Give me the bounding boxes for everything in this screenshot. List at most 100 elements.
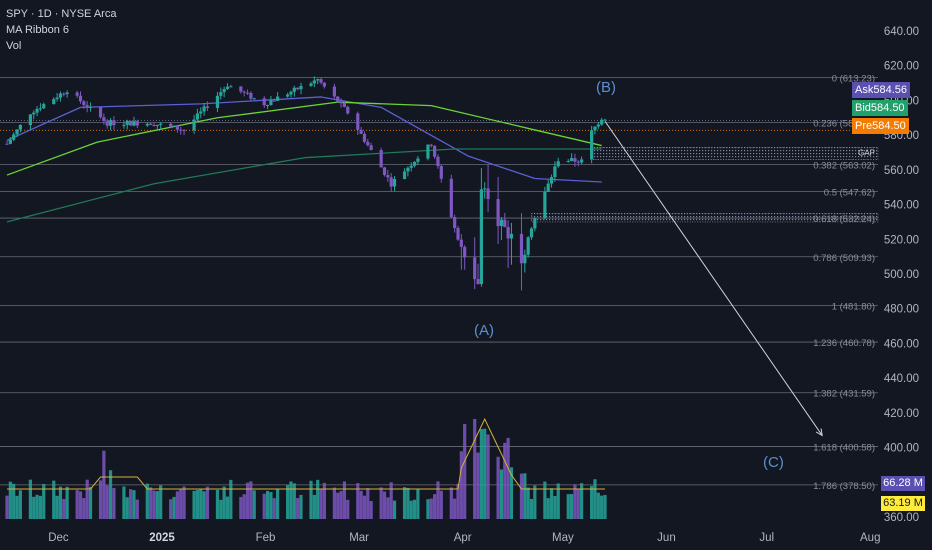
volume-bar xyxy=(102,450,106,519)
candle-body xyxy=(339,102,343,104)
price-tick-label: 520.00 xyxy=(884,234,919,246)
fib-label: 1.382 (431.59) xyxy=(813,389,875,400)
candle-body xyxy=(229,86,233,88)
volume-bar xyxy=(439,490,443,519)
candle-body xyxy=(292,87,296,92)
symbol-title[interactable]: SPY · 1D · NYSE Arca xyxy=(6,8,117,20)
candle-body xyxy=(553,166,557,178)
volume-bar xyxy=(336,492,340,519)
candle-body xyxy=(529,228,534,238)
candle-body xyxy=(576,161,580,163)
candle-body xyxy=(316,79,320,81)
candle-body xyxy=(509,233,514,239)
volume-bar xyxy=(245,482,250,519)
fib-label: 1.786 (378.50) xyxy=(813,481,875,492)
candle-body xyxy=(62,93,66,95)
candle-body xyxy=(182,129,186,131)
volume-bar xyxy=(506,437,510,519)
candle-body xyxy=(296,87,300,90)
volume-bar xyxy=(519,473,524,519)
candle-body xyxy=(85,105,89,108)
candle-body xyxy=(225,86,230,90)
volume-bar xyxy=(219,499,223,519)
candle-body xyxy=(453,217,457,229)
candle-body xyxy=(596,124,600,127)
candle-body xyxy=(463,246,467,258)
candle-body xyxy=(346,106,350,114)
candle-body xyxy=(409,165,413,168)
candle-body xyxy=(105,120,109,126)
candle-body xyxy=(205,106,210,108)
price-tick-label: 560.00 xyxy=(884,165,919,177)
volume-bar xyxy=(319,488,323,519)
time-tick-label: 2025 xyxy=(149,532,175,544)
time-tick-label: Apr xyxy=(454,532,472,544)
candle-body xyxy=(65,92,69,95)
volume-bar xyxy=(379,487,383,519)
volume-bar xyxy=(135,499,139,519)
volume-bar xyxy=(543,481,547,519)
indicator-ma-ribbon[interactable]: MA Ribbon 6 xyxy=(6,24,69,36)
candle-body xyxy=(276,96,280,101)
volume-bar xyxy=(389,482,393,519)
moving-average-ribbon xyxy=(6,96,602,223)
candle-body xyxy=(269,100,273,106)
candle-body xyxy=(192,119,196,131)
volume-bar xyxy=(299,494,303,519)
volume-bar xyxy=(309,480,313,519)
candle-body xyxy=(439,166,443,179)
gap-zone xyxy=(591,146,879,160)
volume-bar xyxy=(149,487,153,519)
time-tick-label: Mar xyxy=(349,532,369,544)
fib-label: 0.382 (563.02) xyxy=(813,161,875,172)
price-tick-label: 620.00 xyxy=(884,61,919,73)
price-tick-label: 460.00 xyxy=(884,338,919,350)
price-tick-label: 440.00 xyxy=(884,373,919,385)
ma-line-ma_fast xyxy=(6,96,602,183)
candle-body xyxy=(38,108,43,110)
time-tick-label: Feb xyxy=(256,532,276,544)
candle-body xyxy=(199,111,203,114)
candle-body xyxy=(35,108,39,113)
volume-bar xyxy=(593,479,597,519)
candle-body xyxy=(429,144,433,146)
volume-bar xyxy=(252,490,256,519)
candle-body xyxy=(366,141,370,146)
wave-label-a: (A) xyxy=(474,322,494,339)
volume-bar xyxy=(75,490,79,519)
volume-bar xyxy=(483,428,487,519)
volume-bar xyxy=(529,498,534,519)
volume-bar xyxy=(509,467,514,519)
candle-body xyxy=(523,254,527,264)
candle-body xyxy=(546,183,550,192)
time-tick-label: Dec xyxy=(48,532,69,544)
price-tick-label: 400.00 xyxy=(884,443,919,455)
volume-bar xyxy=(479,429,483,519)
volume-value-tag: 66.28 M xyxy=(881,476,925,491)
volume-bar xyxy=(62,499,66,519)
candle-body xyxy=(202,106,206,112)
volume-bar xyxy=(533,485,537,519)
wave-label-b: (B) xyxy=(596,79,616,96)
volume-bar xyxy=(456,483,460,519)
volume-bar xyxy=(85,479,89,519)
volume-bar xyxy=(416,489,420,519)
pre-value: 584.50 xyxy=(872,118,909,134)
candle-body xyxy=(426,144,430,159)
candle-body xyxy=(132,121,136,126)
candle-body xyxy=(506,227,510,239)
volume-bar xyxy=(356,483,360,519)
candle-body xyxy=(433,145,437,157)
candle-body xyxy=(392,179,397,187)
candle-body xyxy=(172,125,176,127)
volume-bar xyxy=(322,482,326,519)
price-tick-label: 540.00 xyxy=(884,200,919,212)
indicator-volume[interactable]: Vol xyxy=(6,40,22,52)
candle-body xyxy=(483,188,487,190)
projection-line xyxy=(604,120,823,436)
volume-bar xyxy=(503,442,507,519)
candle-body xyxy=(389,177,393,187)
candle-body xyxy=(406,167,410,172)
candle-body xyxy=(12,134,16,140)
